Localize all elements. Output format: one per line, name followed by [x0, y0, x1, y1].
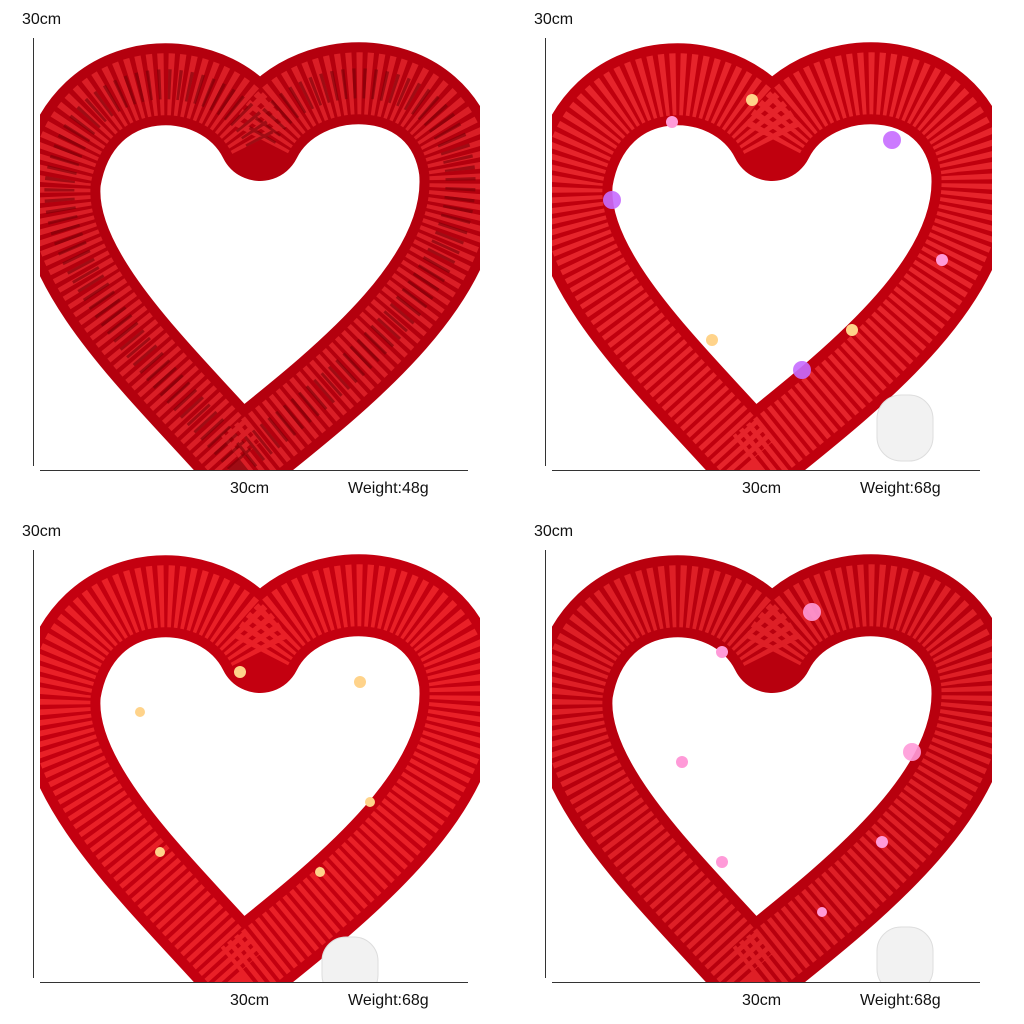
- weight-label: Weight:68g: [348, 992, 429, 1009]
- product-panel-plain: 30cm 30cm Weight:48g: [0, 0, 512, 512]
- heart-tinsel-wreath-lit: [40, 552, 480, 982]
- width-dimension-label: 30cm: [742, 480, 782, 497]
- width-dimension-line: [552, 982, 980, 983]
- width-dimension-label: 30cm: [230, 480, 270, 497]
- height-dimension-label: 30cm: [534, 11, 574, 28]
- weight-label: Weight:68g: [860, 992, 941, 1009]
- weight-label: Weight:48g: [348, 480, 429, 497]
- width-dimension-line: [40, 470, 468, 471]
- height-dimension-line: [545, 38, 546, 466]
- height-dimension-line: [33, 550, 34, 978]
- heart-tinsel-wreath-lit: [552, 40, 992, 470]
- height-dimension-line: [545, 550, 546, 978]
- product-panel-pink-lights: 30cm 30cm Weight:68g: [512, 512, 1024, 1024]
- product-panel-multicolor-lights: 30cm 30cm Weight:68g: [512, 0, 1024, 512]
- weight-label: Weight:68g: [860, 480, 941, 497]
- height-dimension-label: 30cm: [22, 523, 62, 540]
- width-dimension-line: [40, 982, 468, 983]
- width-dimension-label: 30cm: [230, 992, 270, 1009]
- heart-tinsel-wreath-lit: [552, 552, 992, 982]
- height-dimension-label: 30cm: [22, 11, 62, 28]
- height-dimension-line: [33, 38, 34, 466]
- width-dimension-line: [552, 470, 980, 471]
- heart-tinsel-wreath: [40, 40, 480, 470]
- height-dimension-label: 30cm: [534, 523, 574, 540]
- product-panel-warm-white-lights: 30cm 30cm Weight:68g: [0, 512, 512, 1024]
- width-dimension-label: 30cm: [742, 992, 782, 1009]
